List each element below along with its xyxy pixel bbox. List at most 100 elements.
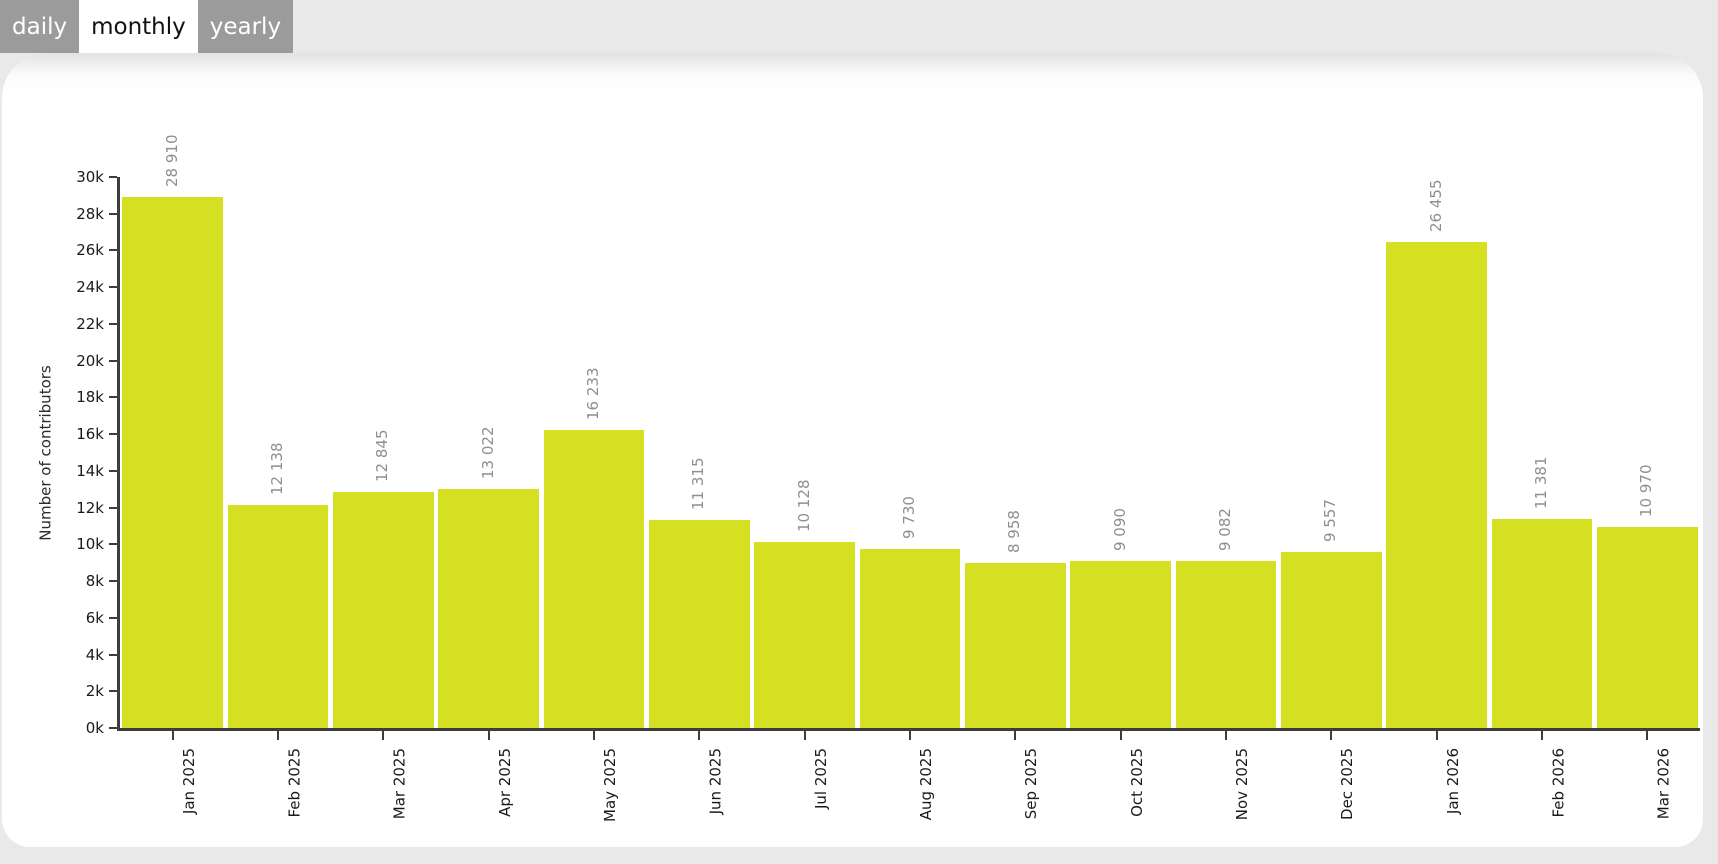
x-axis-tick (1119, 731, 1122, 740)
y-axis-tick (109, 359, 117, 362)
bar-jun-2025[interactable] (648, 520, 750, 728)
x-axis-label: Sep 2025 (1022, 748, 1041, 820)
y-axis-tick-label: 18k (76, 388, 104, 407)
x-axis-label: Mar 2025 (390, 748, 409, 820)
y-axis-tick (109, 322, 117, 325)
y-axis-tick-label: 12k (76, 498, 104, 517)
bar-value-label: 13 022 (478, 426, 497, 479)
tab-monthly[interactable]: monthly (79, 0, 198, 53)
y-axis-tick-label: 2k (85, 682, 104, 701)
x-axis-tick (277, 731, 279, 740)
bar-mar-2025[interactable] (332, 492, 434, 728)
y-axis-tick (109, 690, 117, 693)
tab-daily[interactable]: daily (0, 0, 80, 53)
period-tab-bar: daily monthly yearly (0, 0, 294, 53)
y-axis-tick-label: 26k (76, 241, 104, 260)
bar-may-2025[interactable] (543, 429, 645, 728)
y-axis-tick (109, 433, 117, 436)
bar-nov-2025[interactable] (1175, 561, 1277, 728)
y-axis-tick (109, 176, 117, 178)
bar-mar-2026[interactable] (1596, 526, 1698, 728)
bar-sep-2025[interactable] (964, 563, 1066, 728)
bar-value-label: 12 138 (268, 442, 286, 496)
x-axis-tick (1646, 731, 1649, 740)
x-axis-label: Oct 2025 (1127, 748, 1146, 817)
y-axis-tick-label: 0k (85, 719, 104, 737)
bar-apr-2025[interactable] (438, 488, 540, 728)
x-axis-label: Jul 2025 (811, 748, 830, 810)
tab-yearly[interactable]: yearly (197, 0, 294, 53)
y-axis-tick-label: 6k (85, 608, 104, 627)
x-axis-label: Feb 2025 (285, 748, 303, 818)
y-axis-tick-label: 14k (76, 461, 104, 480)
y-axis-tick-label: 22k (76, 314, 104, 333)
bar-aug-2025[interactable] (859, 549, 961, 728)
x-axis-tick (1014, 731, 1017, 740)
y-axis-tick (109, 212, 117, 215)
bar-oct-2025[interactable] (1070, 561, 1172, 728)
y-axis-tick-label: 16k (76, 425, 104, 444)
x-axis-label: Feb 2026 (1549, 748, 1567, 818)
x-axis-label: Jan 2026 (1443, 748, 1462, 815)
x-axis-tick (382, 731, 385, 740)
bar-feb-2026[interactable] (1491, 518, 1593, 728)
x-axis-label: Jun 2025 (706, 748, 725, 815)
bar-value-label: 9 557 (1321, 499, 1340, 543)
bar-value-label: 9 082 (1216, 508, 1234, 552)
x-axis-tick (1541, 731, 1543, 740)
y-axis-tick-label: 4k (85, 645, 104, 664)
y-axis-tick-label: 24k (76, 278, 104, 297)
chart-card: Number of contributors 0k 2k 4k 6k 8k 10k 12k 1… (2, 53, 1703, 847)
y-axis-tick-label: 28k (76, 204, 104, 223)
y-axis-title-text: Number of contributors (37, 364, 55, 541)
y-axis-tick (109, 469, 117, 472)
x-axis-label: Nov 2025 (1233, 748, 1251, 821)
y-axis-tick-label: 8k (85, 572, 104, 591)
bar-value-label: 9 730 (900, 496, 918, 540)
y-axis-tick-label: 20k (76, 351, 104, 370)
x-axis-label: Jan 2025 (179, 748, 198, 815)
bar-value-label: 28 910 (162, 134, 181, 188)
bar-value-label: 11 381 (1532, 456, 1550, 509)
y-axis-tick (109, 249, 117, 252)
x-axis-label: Aug 2025 (917, 748, 935, 821)
bar-jan-2026[interactable] (1386, 242, 1488, 728)
y-axis-tick (109, 506, 117, 509)
bar-jul-2025[interactable] (754, 541, 856, 728)
x-axis-tick (909, 731, 911, 740)
bar-value-label: 12 845 (373, 429, 392, 483)
bar-value-label: 10 128 (794, 479, 813, 532)
y-axis-tick (109, 727, 117, 729)
x-axis-tick (1330, 731, 1333, 740)
x-axis-tick (698, 731, 701, 740)
bar-jan-2025[interactable] (122, 197, 224, 728)
x-axis-tick (1435, 731, 1438, 740)
y-axis-tick-label: 10k (76, 535, 104, 554)
y-axis-tick (109, 616, 117, 619)
x-axis-tick (487, 731, 490, 740)
x-axis-tick (171, 731, 174, 740)
x-axis-tick (1225, 731, 1227, 740)
bar-value-label: 10 970 (1637, 464, 1656, 517)
x-axis-label: Apr 2025 (495, 748, 514, 817)
bar-value-label: 11 315 (689, 457, 708, 511)
y-axis-tick-label: 30k (76, 168, 104, 186)
x-axis-label: Dec 2025 (1338, 748, 1357, 820)
bar-dec-2025[interactable] (1280, 552, 1382, 728)
bar-value-label: 8 958 (1005, 510, 1024, 554)
y-axis-tick (109, 396, 117, 399)
y-axis-tick (109, 286, 117, 289)
chart-area: 0k 2k 4k 6k 8k 10k 12k 14k 16k 18k 20k 22k 24k 26k 28k… (76, 135, 1700, 822)
y-axis-tick (109, 653, 117, 656)
bar-value-label: 9 090 (1110, 508, 1129, 552)
bar-value-label: 26 455 (1426, 179, 1445, 233)
x-axis-tick (803, 731, 806, 740)
x-axis-tick (593, 731, 595, 740)
y-axis-tick (109, 543, 117, 546)
x-axis-label: May 2025 (601, 748, 619, 822)
y-axis-title: Number of contributors (36, 177, 56, 728)
bar-feb-2025[interactable] (227, 505, 329, 728)
x-axis-label: Mar 2026 (1654, 748, 1673, 820)
bar-value-label: 16 233 (584, 367, 602, 420)
y-axis-tick (109, 580, 117, 583)
